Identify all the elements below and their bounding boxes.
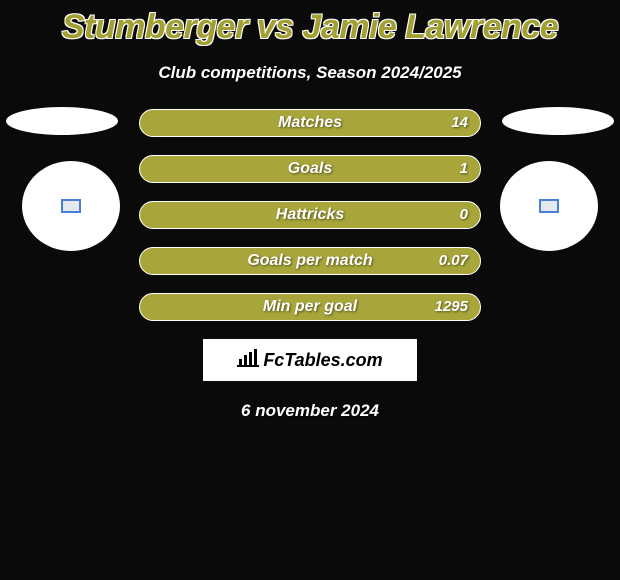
stat-label: Goals per match bbox=[247, 252, 372, 270]
season-subtitle: Club competitions, Season 2024/2025 bbox=[0, 63, 620, 83]
comparison-content: Matches 14 Goals 1 Hattricks 0 Goals per… bbox=[0, 109, 620, 421]
chart-icon bbox=[237, 349, 259, 372]
player-right-badge-icon bbox=[539, 199, 559, 213]
stat-label: Goals bbox=[288, 160, 332, 178]
player-left-oval bbox=[6, 107, 118, 135]
date-text: 6 november 2024 bbox=[0, 401, 620, 421]
stat-bar: Min per goal 1295 bbox=[139, 293, 481, 321]
player-left-badge-icon bbox=[61, 199, 81, 213]
stat-bar: Goals per match 0.07 bbox=[139, 247, 481, 275]
stat-value-right: 1295 bbox=[435, 298, 468, 315]
stat-bar: Matches 14 bbox=[139, 109, 481, 137]
stat-label: Matches bbox=[278, 114, 342, 132]
logo-text: FcTables.com bbox=[263, 350, 382, 371]
player-right-avatar bbox=[500, 161, 598, 251]
stat-value-right: 0.07 bbox=[439, 252, 468, 269]
fctables-logo[interactable]: FcTables.com bbox=[203, 339, 417, 381]
stat-label: Min per goal bbox=[263, 298, 357, 316]
player-left-avatar bbox=[22, 161, 120, 251]
stat-value-right: 0 bbox=[460, 206, 468, 223]
stat-label: Hattricks bbox=[276, 206, 344, 224]
stats-bars: Matches 14 Goals 1 Hattricks 0 Goals per… bbox=[139, 109, 481, 321]
stat-bar: Goals 1 bbox=[139, 155, 481, 183]
stat-value-right: 1 bbox=[460, 160, 468, 177]
comparison-title: Stumberger vs Jamie Lawrence bbox=[0, 0, 620, 47]
player-right-oval bbox=[502, 107, 614, 135]
stat-bar: Hattricks 0 bbox=[139, 201, 481, 229]
stat-value-right: 14 bbox=[451, 114, 468, 131]
